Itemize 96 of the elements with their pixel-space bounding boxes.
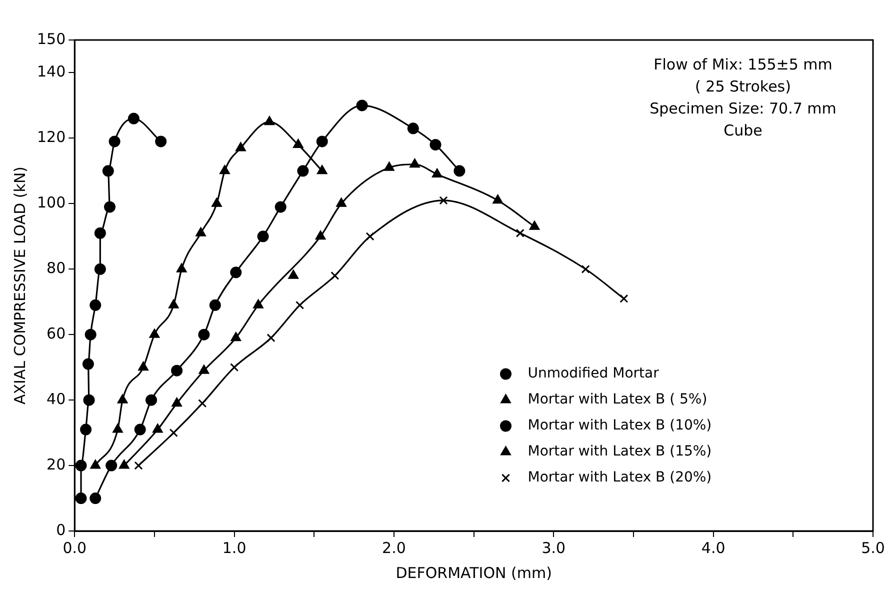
point: [295, 300, 304, 310]
annotation: Cube: [724, 121, 762, 140]
x-tick-label: 0.0: [62, 538, 87, 557]
point: [196, 227, 206, 236]
y-axis-title: AXIAL COMPRESSIVE LOAD (kN): [10, 166, 29, 405]
point: [108, 136, 120, 148]
point: [169, 428, 178, 438]
point: [516, 228, 524, 238]
point: [288, 270, 298, 279]
y-tick-label: 100: [36, 194, 66, 212]
point: [94, 263, 106, 275]
point: [356, 100, 368, 112]
x-tick-label: 5.0: [861, 538, 885, 557]
x-tick-label: 4.0: [701, 538, 726, 557]
point: [146, 394, 158, 406]
point: [104, 201, 116, 213]
x-axis-title: DEFORMATION (mm): [396, 564, 552, 582]
y-tick-label: 40: [46, 390, 66, 408]
point: [102, 165, 114, 177]
point: [316, 136, 328, 148]
point: [149, 328, 160, 338]
x-tick-label: 1.0: [222, 538, 246, 557]
point: [439, 196, 448, 205]
point: [75, 460, 87, 472]
point: [264, 116, 275, 126]
point: [330, 271, 340, 280]
point: [230, 266, 242, 278]
point: [253, 299, 264, 308]
point: [152, 424, 163, 433]
point: [410, 158, 420, 168]
point: [297, 165, 309, 177]
point: [119, 460, 130, 469]
point: [315, 230, 326, 240]
x-tick-label: 3.0: [542, 538, 566, 557]
point: [198, 364, 210, 374]
point: [407, 122, 419, 134]
y-tick-label: 80: [46, 259, 66, 278]
point: [336, 198, 346, 207]
point: [492, 194, 503, 204]
point: [138, 362, 148, 371]
legend-label: Mortar with Latex B (20%): [528, 470, 712, 486]
annotation: Specimen Size: 70.7 mm: [650, 99, 836, 118]
point: [454, 165, 466, 177]
point: [266, 334, 276, 342]
point: [274, 201, 286, 213]
x-tick-label: 2.0: [382, 538, 406, 557]
point: [172, 398, 182, 407]
point: [384, 162, 394, 171]
point: [293, 138, 304, 148]
point: [134, 424, 146, 436]
point: [82, 358, 94, 370]
point: [155, 136, 167, 148]
point: [620, 294, 628, 303]
point: [209, 299, 221, 311]
point: [432, 168, 442, 178]
point: [317, 165, 328, 174]
point: [529, 220, 540, 230]
point: [430, 138, 442, 150]
point: [83, 394, 95, 406]
legend-label: Mortar with Latex B (15%): [528, 444, 712, 460]
point: [581, 264, 590, 274]
point: [106, 460, 118, 472]
y-tick-label: 120: [36, 128, 66, 146]
y-tick-label: 140: [36, 62, 66, 81]
legend-label: Mortar with Latex B ( 5%): [528, 392, 708, 408]
legend-label: Mortar with Latex B (10%): [528, 418, 712, 434]
point: [117, 394, 128, 404]
point: [198, 328, 210, 340]
point: [75, 492, 87, 504]
annotation: Flow of Mix: 155±5 mm: [654, 55, 832, 74]
point: [366, 232, 374, 241]
y-tick-label: 0: [56, 520, 66, 539]
point: [176, 263, 187, 272]
point: [90, 299, 102, 311]
point: [171, 364, 183, 376]
annotation: ( 25 Strokes): [695, 77, 791, 96]
point: [198, 399, 207, 408]
point: [230, 363, 239, 372]
point: [257, 230, 269, 242]
point: [168, 299, 179, 308]
point: [236, 142, 246, 152]
y-tick-label: 60: [46, 324, 66, 342]
legend-label: Unmodified Mortar: [528, 366, 660, 382]
point: [90, 492, 102, 504]
point: [94, 227, 106, 239]
y-tick-label: 20: [46, 455, 66, 474]
point: [80, 424, 92, 436]
point: [84, 328, 96, 340]
point: [134, 461, 143, 470]
point: [128, 112, 140, 124]
point: [230, 332, 241, 342]
point: [112, 424, 123, 433]
y-tick-label: 150: [36, 30, 66, 48]
point: [212, 198, 222, 207]
point: [220, 165, 230, 174]
point: [90, 460, 100, 469]
